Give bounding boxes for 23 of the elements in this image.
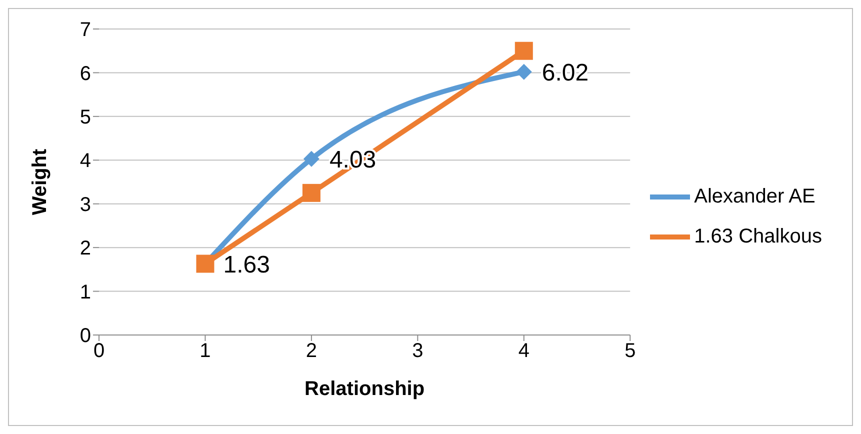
y-tick-label: 2 xyxy=(80,238,91,260)
y-tick-label: 4 xyxy=(80,150,91,172)
point xyxy=(302,184,320,202)
x-tick-label: 5 xyxy=(624,340,636,362)
y-axis-title: Weight xyxy=(29,148,52,216)
data-label: 1.63 xyxy=(223,251,270,278)
x-tick-label: 1 xyxy=(200,340,211,362)
x-tick-label: 3 xyxy=(412,340,424,362)
legend-label: 1.63 Chalkous xyxy=(694,225,822,248)
point xyxy=(303,150,320,167)
point xyxy=(516,64,532,80)
y-tick-label: 7 xyxy=(80,19,91,42)
y-tick-label: 5 xyxy=(80,106,91,129)
x-tick-label: 2 xyxy=(306,340,318,362)
point xyxy=(514,42,533,60)
data-label: 6.02 xyxy=(542,59,589,86)
y-tick-label: 3 xyxy=(80,194,91,216)
y-tick-label: 0 xyxy=(80,325,91,348)
x-axis-title: Relationship xyxy=(304,378,425,400)
y-tick-label: 6 xyxy=(80,62,91,85)
x-tick-label: 4 xyxy=(518,340,530,362)
y-tick-label: 1 xyxy=(80,281,91,304)
legend-label: Alexander AE xyxy=(694,185,816,208)
